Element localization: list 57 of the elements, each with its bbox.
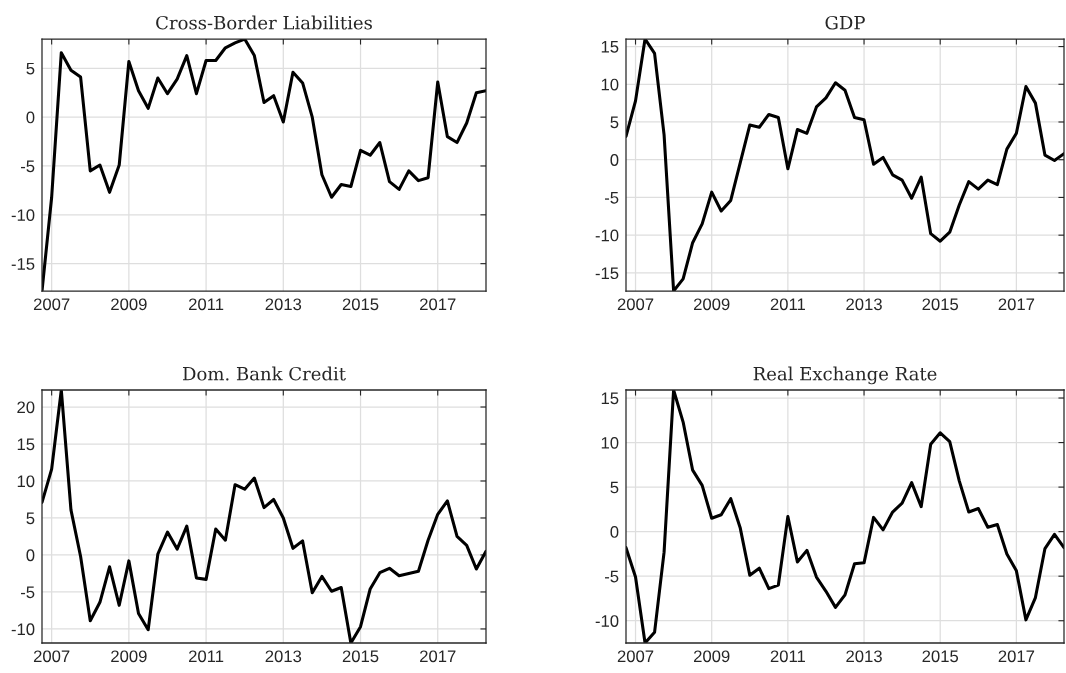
line-series — [626, 39, 1064, 291]
x-tick-label: 2011 — [189, 298, 224, 311]
chart-title: Dom. Bank Credit — [182, 366, 346, 381]
x-tick-label: 2013 — [846, 298, 882, 311]
y-tick-label: -10 — [11, 209, 35, 222]
y-tick-label: 0 — [26, 549, 35, 562]
x-tick-label: 2009 — [111, 650, 147, 663]
x-tick-label: 2007 — [33, 650, 70, 663]
chart-title: Cross-Border Liabilities — [156, 15, 372, 30]
x-tick-label: 2007 — [33, 298, 70, 311]
y-tick-label: 0 — [26, 111, 35, 124]
y-tick-label: 10 — [17, 475, 35, 488]
x-tick-label: 2017 — [420, 650, 456, 663]
x-tick-label: 2009 — [694, 298, 730, 311]
y-tick-label: -10 — [595, 615, 619, 627]
y-tick-label: 10 — [601, 78, 619, 91]
y-tick-label: 0 — [610, 154, 619, 166]
line-series — [626, 390, 1064, 643]
y-tick-label: 15 — [17, 438, 35, 451]
x-tick-label: 2015 — [342, 650, 379, 663]
x-tick-label: 2011 — [189, 650, 224, 663]
x-tick-label: 2015 — [922, 298, 959, 311]
chart-title: GDP — [825, 15, 865, 30]
y-tick-label: -5 — [604, 192, 619, 204]
line-series — [42, 390, 486, 643]
line-series — [42, 39, 486, 291]
x-tick-label: 2007 — [617, 650, 654, 663]
chart-title: Real Exchange Rate — [753, 366, 937, 385]
x-tick-label: 2011 — [770, 650, 805, 663]
x-tick-label: 2011 — [770, 298, 805, 311]
y-tick-label: 5 — [26, 62, 35, 75]
x-tick-label: 2009 — [111, 298, 147, 311]
x-tick-label: 2009 — [694, 650, 730, 663]
x-tick-label: 2013 — [265, 650, 302, 663]
y-tick-label: -10 — [11, 623, 35, 636]
y-tick-label: 20 — [17, 401, 35, 414]
y-tick-label: 15 — [601, 392, 619, 405]
x-tick-label: 2017 — [998, 298, 1035, 311]
y-tick-label: 5 — [610, 116, 619, 129]
x-tick-label: 2015 — [342, 298, 379, 311]
y-tick-label: 15 — [601, 41, 619, 53]
y-tick-label: 5 — [610, 481, 619, 494]
y-tick-label: -5 — [604, 570, 619, 583]
x-tick-label: 2013 — [846, 650, 882, 663]
x-tick-label: 2017 — [420, 298, 456, 311]
x-tick-label: 2017 — [998, 650, 1035, 663]
y-tick-label: -5 — [20, 160, 35, 173]
y-tick-label: 5 — [26, 512, 35, 525]
y-tick-label: 0 — [610, 526, 619, 538]
y-tick-label: -5 — [20, 586, 35, 599]
y-tick-label: -15 — [11, 258, 35, 270]
x-tick-label: 2013 — [265, 298, 302, 311]
x-tick-label: 2007 — [617, 298, 654, 311]
x-tick-label: 2015 — [922, 650, 959, 663]
y-tick-label: -15 — [595, 267, 619, 280]
y-tick-label: -10 — [595, 229, 619, 242]
y-tick-label: 10 — [601, 436, 619, 449]
